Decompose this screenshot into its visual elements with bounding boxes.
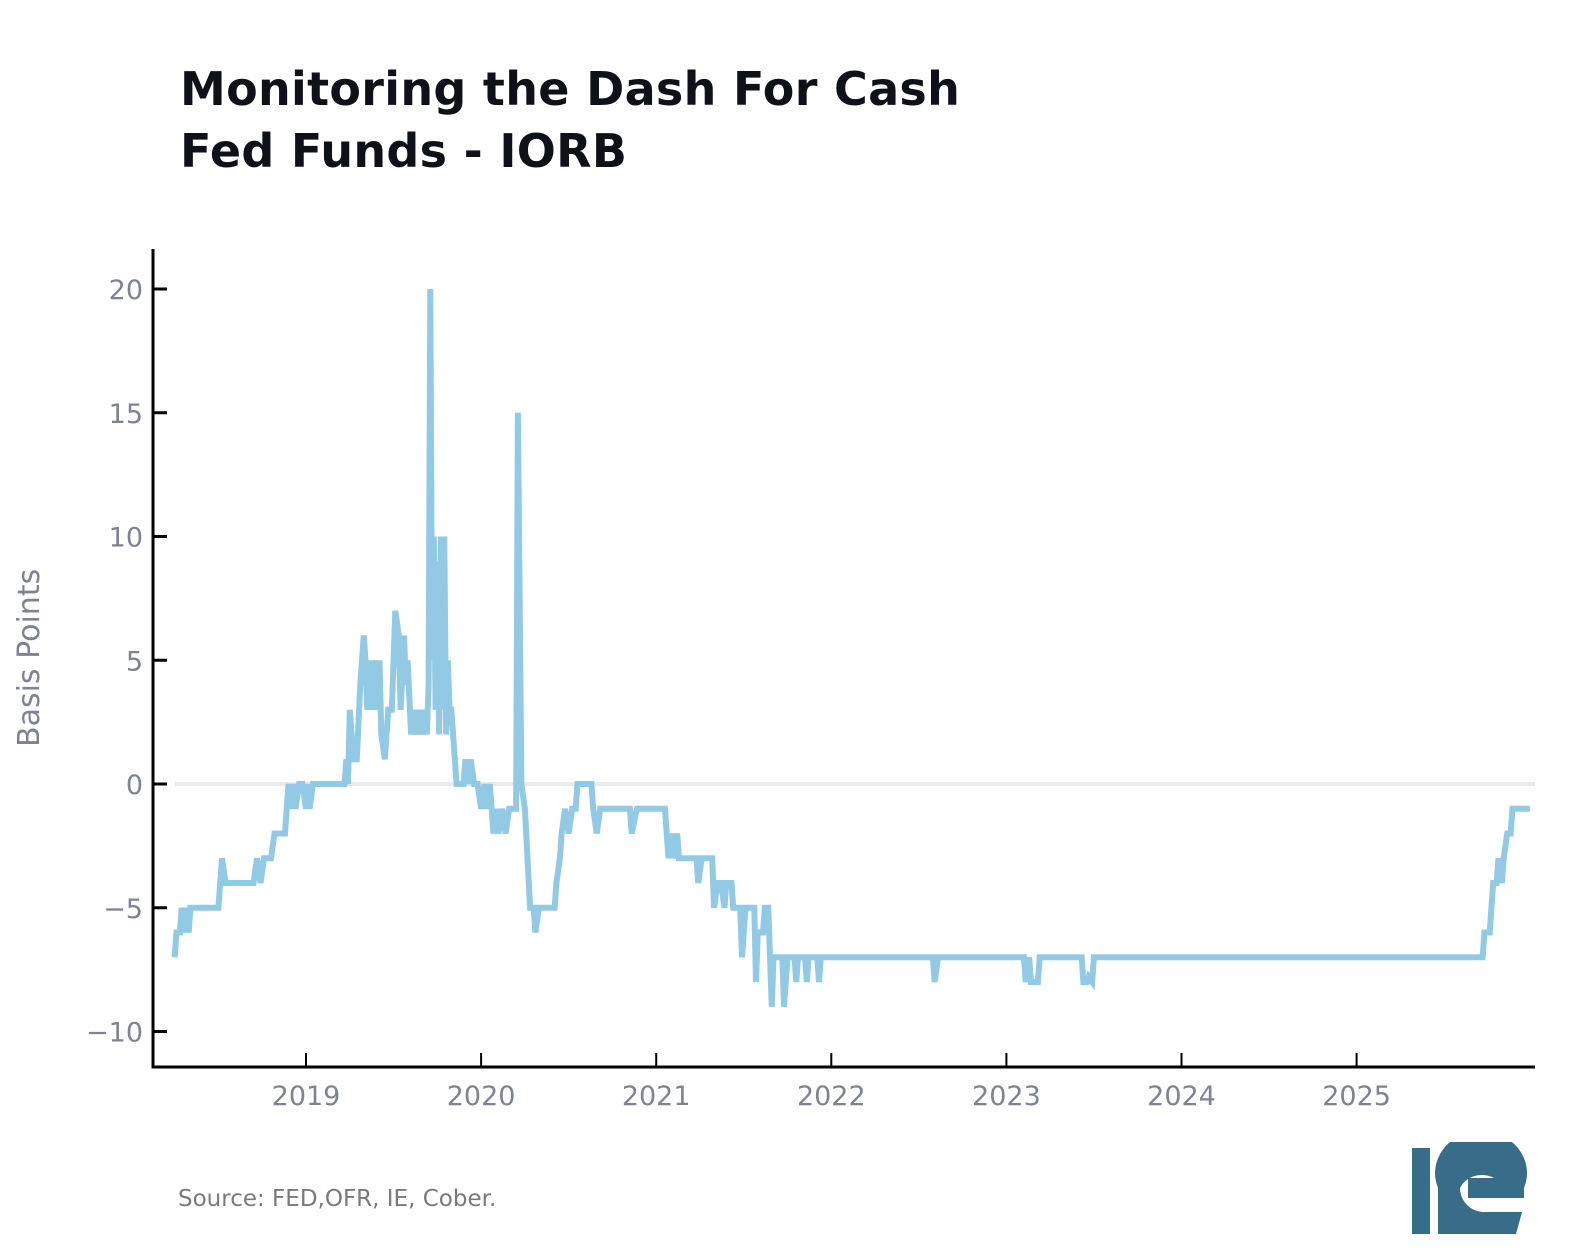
series-line-0 [171, 288, 1530, 1008]
x-tick-label: 2022 [797, 1081, 866, 1112]
logo-letter-i [1412, 1148, 1430, 1234]
source-note: Source: FED,OFR, IE, Cober. [178, 1186, 497, 1212]
y-tick-label: 20 [109, 275, 143, 306]
ie-logo [1412, 1142, 1527, 1234]
y-tick-label: 15 [109, 399, 143, 430]
y-tick-label: −10 [86, 1018, 143, 1049]
y-axis-title: Basis Points [12, 569, 47, 747]
chart-title: Monitoring the Dash For Cash Fed Funds -… [180, 58, 960, 182]
y-tick-label: 5 [126, 646, 143, 677]
title-line-1: Monitoring the Dash For Cash [180, 62, 961, 116]
y-axis-title-svg: Basis Points [12, 569, 47, 747]
y-tick-label: 10 [109, 523, 143, 554]
x-tick-label: 2021 [622, 1081, 691, 1112]
x-tick-label: 2025 [1322, 1081, 1391, 1112]
x-tick-label: 2024 [1147, 1081, 1216, 1112]
y-tick-label: 0 [126, 770, 143, 801]
y-tick-label: −5 [103, 894, 143, 925]
title-line-2: Fed Funds - IORB [180, 124, 628, 178]
x-tick-label: 2020 [447, 1081, 516, 1112]
x-tick-label: 2023 [972, 1081, 1041, 1112]
logo-letter-e [1435, 1142, 1527, 1234]
x-tick-label: 2019 [272, 1081, 341, 1112]
